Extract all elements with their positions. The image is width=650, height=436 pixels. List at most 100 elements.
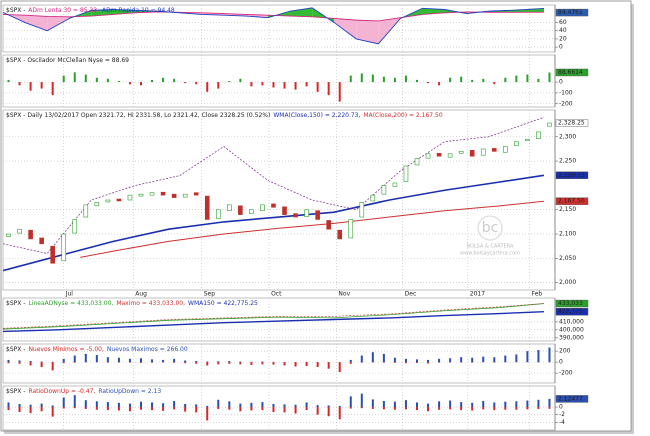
- bar: [40, 407, 43, 412]
- bar: [51, 362, 54, 371]
- bar: [51, 405, 54, 408]
- bar: [371, 352, 374, 363]
- series-line: [3, 116, 545, 254]
- bar: [416, 402, 418, 408]
- bar: [18, 362, 21, 364]
- x-tick-label: Jul: [65, 291, 74, 298]
- bar: [62, 358, 65, 363]
- bar: [29, 404, 32, 408]
- bar: [261, 82, 264, 86]
- y-tick-label: 0: [559, 44, 563, 51]
- bar: [151, 407, 154, 411]
- bar: [438, 401, 441, 408]
- bar: [349, 75, 352, 83]
- bar: [217, 362, 220, 365]
- watermark-logo-ring: [477, 215, 503, 241]
- candle-body: [61, 233, 67, 262]
- fill-between: [290, 7, 313, 17]
- x-tick-label: Feb: [532, 291, 543, 298]
- bar: [283, 404, 286, 408]
- bar: [460, 407, 463, 411]
- bar: [184, 360, 187, 363]
- bar: [471, 402, 474, 408]
- legend-entry: MA(Close,200) = 2,167.50: [363, 112, 442, 119]
- bar: [239, 361, 242, 363]
- y-tick-label: 0: [559, 359, 563, 366]
- bar: [548, 398, 551, 408]
- legend-entry: RatioUpDown = 2.13: [98, 388, 161, 395]
- panel-title: $SPX -: [6, 300, 25, 307]
- bar: [173, 362, 176, 363]
- bar: [184, 362, 187, 364]
- bar: [195, 361, 198, 363]
- bar: [239, 78, 242, 83]
- bar: [117, 402, 120, 408]
- bar: [338, 82, 341, 102]
- bar: [29, 82, 32, 91]
- bar: [305, 362, 308, 366]
- y-tick-label: 60: [559, 19, 567, 26]
- bar: [294, 82, 297, 90]
- candle-body: [536, 131, 541, 140]
- bar: [217, 399, 220, 408]
- candle-body: [337, 229, 343, 240]
- bar: [184, 82, 187, 84]
- last-value-box: [555, 299, 589, 308]
- bar: [73, 395, 76, 408]
- watermark-url: www.bolsaycartera.com: [460, 251, 520, 257]
- bar: [427, 407, 430, 412]
- candle-body: [105, 199, 111, 203]
- bar: [360, 393, 363, 408]
- bar: [515, 407, 518, 410]
- bar: [106, 357, 109, 363]
- legend: $SPX - RatioDownUp = -0.47, RatioUpDown = …: [6, 388, 161, 395]
- last-value-box: [555, 197, 589, 205]
- bar: [537, 350, 540, 363]
- bar: [360, 73, 363, 83]
- bar: [493, 82, 496, 85]
- bar: [40, 361, 43, 363]
- candle-body: [39, 237, 44, 245]
- candle-body: [215, 209, 221, 219]
- candle-body: [149, 192, 155, 196]
- x-tick-label: Oct: [271, 291, 282, 298]
- bar: [305, 402, 308, 408]
- bar: [316, 407, 319, 415]
- candle-body: [50, 245, 55, 264]
- bar: [261, 402, 264, 408]
- bar: [84, 74, 87, 83]
- bar: [393, 77, 396, 83]
- bar: [272, 403, 275, 408]
- y-tick-label: 40: [559, 27, 567, 34]
- bar: [106, 362, 109, 363]
- bar: [73, 362, 76, 363]
- last-value-label: 2.12477: [558, 395, 583, 402]
- y-tick-label: 0: [559, 404, 563, 411]
- candle-body: [160, 191, 166, 196]
- bar: [95, 354, 98, 363]
- bar: [471, 357, 474, 363]
- candle-body: [359, 202, 365, 218]
- bar: [349, 362, 352, 364]
- fill-between: [334, 18, 357, 39]
- bar: [117, 357, 120, 363]
- bar: [140, 407, 142, 410]
- candle-body: [193, 192, 199, 196]
- candle-body: [282, 206, 287, 215]
- last-value-box: [555, 68, 589, 77]
- bar: [327, 82, 330, 96]
- bar: [382, 407, 385, 410]
- candle-body: [204, 195, 210, 220]
- y-tick-label: 2,050: [559, 255, 576, 262]
- legend: $SPX - Nuevos Minimos = -5.00, Nuevos Maxi…: [6, 346, 188, 353]
- bar: [416, 359, 418, 363]
- legend-entry: WMA(Close,150) = 2,220.73,: [273, 112, 360, 119]
- panel-title: $SPX -: [6, 388, 25, 395]
- bar: [327, 407, 330, 417]
- candle-body: [17, 228, 22, 234]
- bar: [504, 401, 507, 408]
- series-line: [3, 311, 544, 333]
- panel: [2, 343, 556, 384]
- candle-body: [227, 204, 232, 212]
- bar: [449, 358, 452, 363]
